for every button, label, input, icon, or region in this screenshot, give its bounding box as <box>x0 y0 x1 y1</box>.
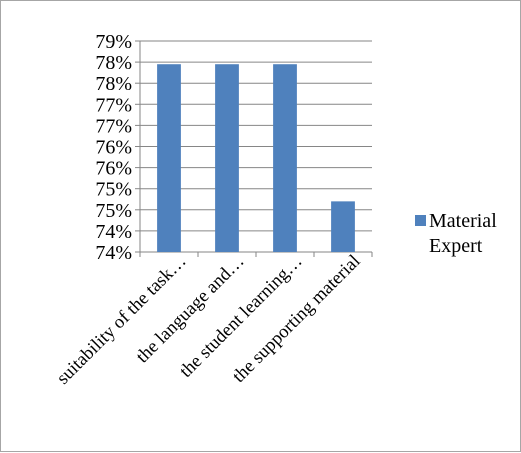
y-tick-label: 76% <box>95 158 132 180</box>
y-tick-label: 79% <box>95 31 132 53</box>
y-tick-label: 77% <box>95 94 132 116</box>
bars <box>157 64 355 253</box>
legend: Material Expert <box>415 210 497 257</box>
bar <box>215 64 239 253</box>
y-tick-label: 78% <box>95 52 132 74</box>
x-category-label: the language and… <box>133 251 249 367</box>
legend-swatch <box>415 215 426 226</box>
x-category-labels: suitability of the task…the language and… <box>53 251 364 388</box>
legend-label-line2: Expert <box>429 235 483 257</box>
bar <box>273 64 297 253</box>
y-tick-label: 75% <box>95 179 132 201</box>
bar <box>157 64 181 253</box>
y-tick-label: 74% <box>95 221 132 243</box>
y-tick-labels: 74%74%75%75%76%76%77%77%78%78%79% <box>95 31 132 264</box>
y-tick-label: 76% <box>95 137 132 159</box>
y-tick-label: 74% <box>95 242 132 264</box>
bar <box>331 201 355 252</box>
y-tick-label: 78% <box>95 73 132 95</box>
y-tick-label: 77% <box>95 115 132 137</box>
y-tick-label: 75% <box>95 200 132 222</box>
legend-label-line1: Material <box>429 210 497 232</box>
